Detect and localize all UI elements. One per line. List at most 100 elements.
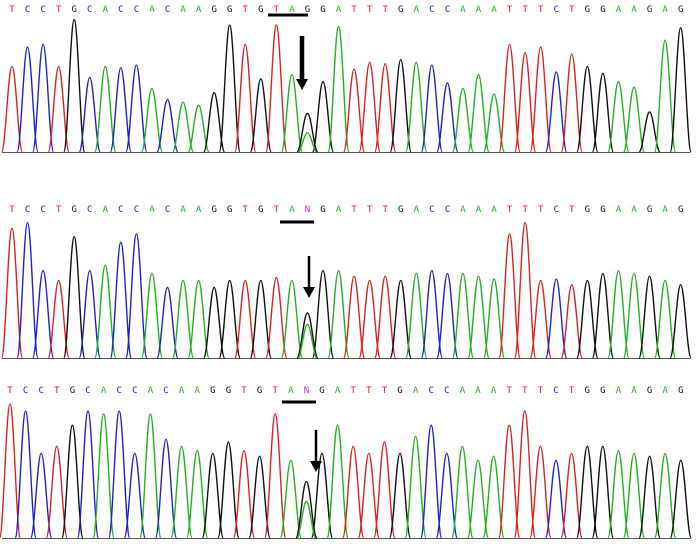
peak-25-G xyxy=(389,58,412,153)
peak-26-A xyxy=(405,272,428,359)
base-call-3: T xyxy=(56,5,62,15)
peak-27-C xyxy=(420,64,443,153)
base-call-2: C xyxy=(40,5,45,15)
base-call-29: A xyxy=(460,205,466,215)
peak-24-T xyxy=(373,441,396,539)
peak-40-A xyxy=(622,452,646,539)
peak-4-G xyxy=(63,18,86,153)
base-call-39: A xyxy=(616,386,622,396)
base-call-20: G xyxy=(320,205,325,215)
peak-36-T xyxy=(560,452,583,539)
peak-34-T xyxy=(529,46,552,153)
base-call-42: A xyxy=(662,386,668,396)
peak-39-A xyxy=(607,269,630,359)
base-call-40: A xyxy=(631,205,637,215)
base-call-40: A xyxy=(631,386,637,396)
base-call-34: T xyxy=(538,386,544,396)
peak-35-C xyxy=(545,278,568,359)
base-call-0: T xyxy=(9,205,15,215)
base-call-25: G xyxy=(398,205,403,215)
base-call-41: G xyxy=(647,205,652,215)
base-call-30: A xyxy=(475,386,481,396)
peak-10-C xyxy=(156,286,179,359)
peak-26-A xyxy=(404,435,427,539)
peak-34-T xyxy=(529,445,552,539)
base-call-5: C xyxy=(87,205,92,215)
peak-40-A xyxy=(622,86,646,153)
peak-24-T xyxy=(374,62,397,153)
base-call-33: T xyxy=(522,5,528,15)
peak-17-T xyxy=(264,413,287,539)
base-call-14: G xyxy=(227,5,232,15)
base-call-1: C xyxy=(25,205,30,215)
peak-14-G xyxy=(217,441,240,539)
base-call-14: G xyxy=(226,386,231,396)
peak-12-A xyxy=(187,279,210,359)
peak-2-C xyxy=(31,269,55,359)
base-call-2: C xyxy=(40,205,45,215)
base-call-23: T xyxy=(367,205,373,215)
peak-22-T xyxy=(342,445,365,539)
base-call-21: A xyxy=(335,386,341,396)
peak-28-C xyxy=(436,82,459,153)
peak-36-T xyxy=(560,283,583,359)
base-call-39: A xyxy=(616,5,622,15)
base-call-9: A xyxy=(148,386,154,396)
peak-14-G xyxy=(218,279,241,359)
base-call-16: G xyxy=(258,205,263,215)
peak-18-A xyxy=(279,459,302,539)
base-call-36: T xyxy=(569,5,575,15)
peak-1-C xyxy=(16,221,39,359)
base-call-37: G xyxy=(585,5,590,15)
base-call-18: A xyxy=(289,5,295,15)
base-call-15: T xyxy=(243,5,249,15)
base-call-22: T xyxy=(351,5,357,15)
peak-38-G xyxy=(591,272,615,359)
base-call-15: T xyxy=(241,386,247,396)
peak-0-T xyxy=(0,227,24,359)
base-call-0: T xyxy=(9,5,15,15)
peak-23-T xyxy=(358,61,381,153)
peak-33-T xyxy=(514,221,537,359)
base-call-33: T xyxy=(522,386,528,396)
base-call-6: A xyxy=(101,386,107,396)
base-call-9: A xyxy=(149,205,155,215)
peak-5-C xyxy=(76,410,100,539)
base-call-42: A xyxy=(662,205,668,215)
peak-41-G xyxy=(638,455,661,539)
base-call-43: G xyxy=(678,5,683,15)
peak-14-G xyxy=(218,24,241,153)
base-call-24: T xyxy=(382,5,388,15)
peak-23-T xyxy=(358,279,381,359)
peak-32-T xyxy=(498,43,521,153)
peak-21-A xyxy=(327,269,350,359)
peak-21-A xyxy=(326,424,349,539)
base-call-37: G xyxy=(584,386,589,396)
base-call-27: C xyxy=(429,5,434,15)
base-call-32: T xyxy=(506,386,512,396)
base-call-37: G xyxy=(585,205,590,215)
base-call-0: T xyxy=(7,386,13,396)
base-call-22: T xyxy=(351,205,357,215)
peak-7-C xyxy=(109,67,132,153)
peak-37-G xyxy=(576,65,599,153)
base-call-6: A xyxy=(103,205,109,215)
base-call-11: A xyxy=(180,205,186,215)
base-call-20: G xyxy=(320,5,325,15)
base-call-34: T xyxy=(538,205,544,215)
peak-12-A xyxy=(186,449,209,539)
base-call-19: N xyxy=(304,386,309,396)
peak-34-T xyxy=(529,279,552,359)
base-call-6: A xyxy=(103,5,109,15)
peak-18-A xyxy=(280,74,304,153)
peak-29-A xyxy=(451,445,474,539)
base-call-17: T xyxy=(274,205,280,215)
peak-25-G xyxy=(388,452,412,539)
peak-0-T xyxy=(0,65,24,153)
base-call-41: G xyxy=(647,5,652,15)
base-call-9: A xyxy=(149,5,155,15)
peak-30-A xyxy=(466,459,490,539)
